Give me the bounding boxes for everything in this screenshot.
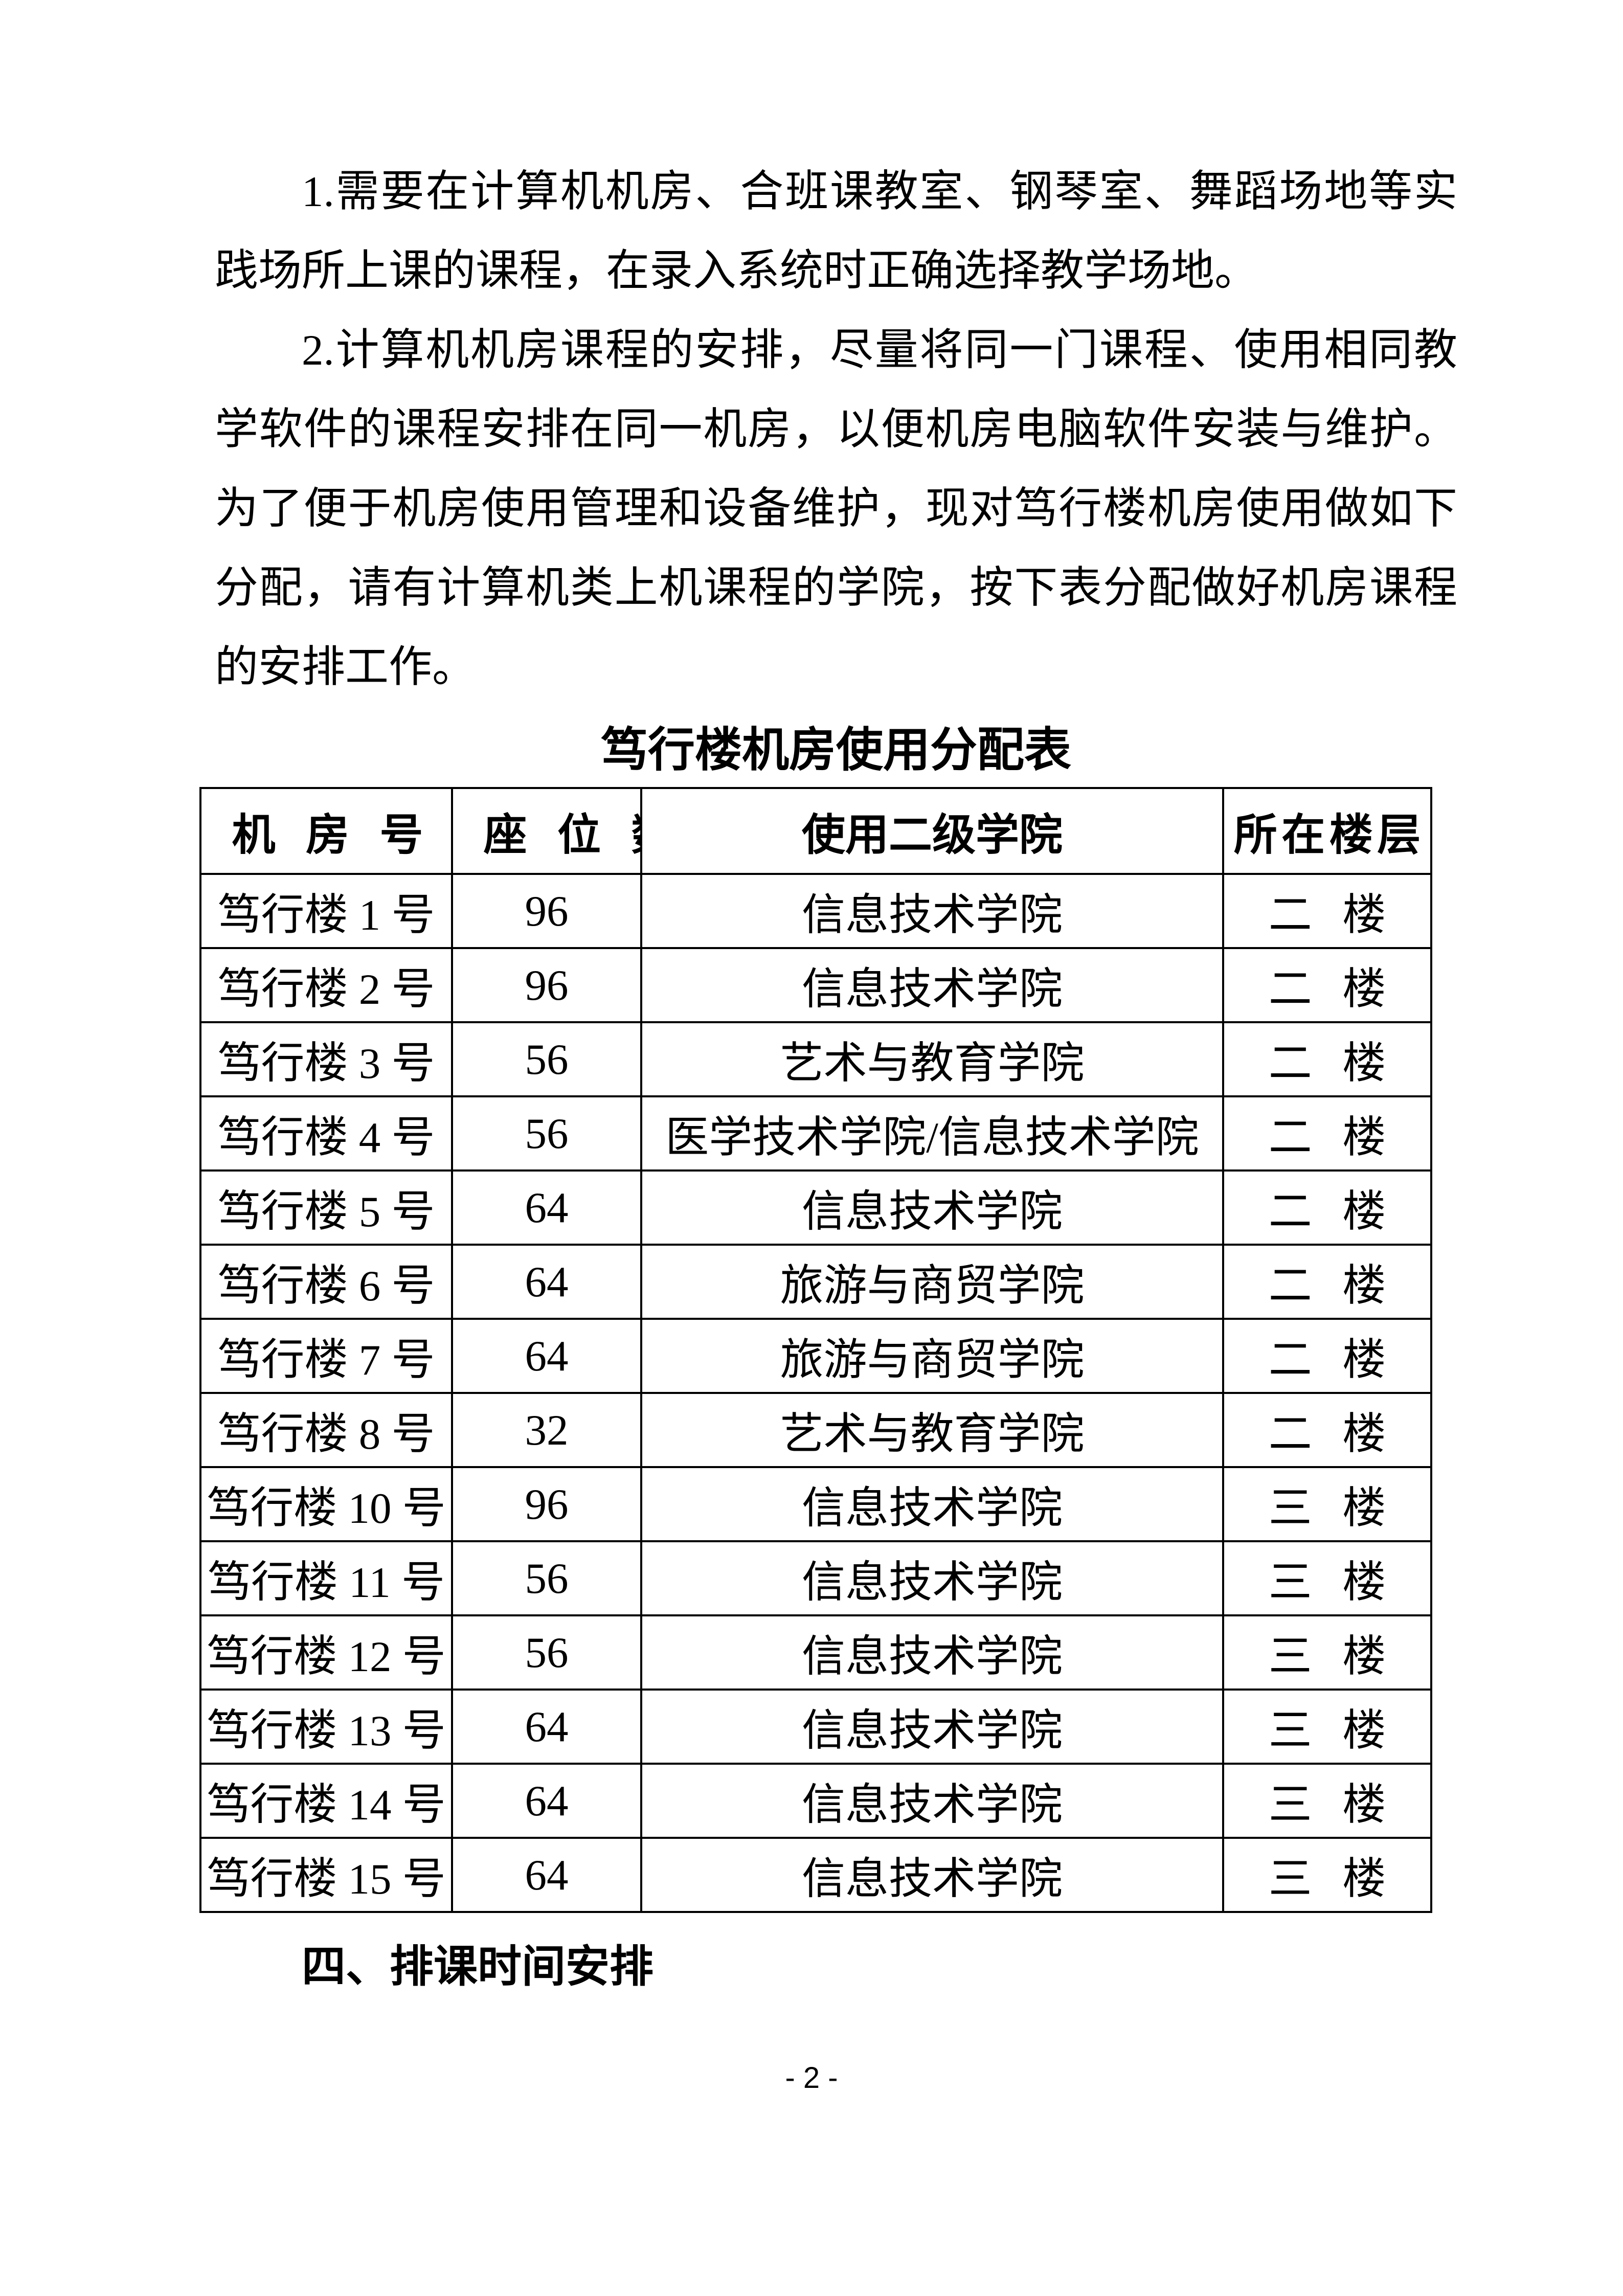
room-number-cell: 笃行楼 5 号 bbox=[199, 1169, 453, 1246]
seat-count-cell: 96 bbox=[451, 1466, 642, 1542]
room-number-cell: 笃行楼 11 号 bbox=[199, 1540, 453, 1616]
seat-count-cell: 32 bbox=[451, 1392, 642, 1468]
floor-cell: 三楼 bbox=[1222, 1763, 1432, 1839]
table-row: 笃行楼 11 号 56 信息技术学院 三楼 bbox=[199, 1540, 1432, 1616]
room-number-cell: 笃行楼 15 号 bbox=[199, 1837, 453, 1913]
floor-cell: 三楼 bbox=[1222, 1466, 1432, 1542]
document-content: 1.需要在计算机机房、合班课教室、钢琴室、舞蹈场地等实践场所上课的课程，在录入系… bbox=[199, 152, 1457, 1995]
college-cell: 信息技术学院 bbox=[640, 1540, 1224, 1616]
table-row: 笃行楼 8 号 32 艺术与教育学院 二楼 bbox=[199, 1392, 1432, 1468]
college-cell: 医学技术学院/信息技术学院 bbox=[640, 1095, 1224, 1172]
floor-cell: 二楼 bbox=[1222, 1169, 1432, 1246]
college-cell: 信息技术学院 bbox=[640, 1169, 1224, 1246]
page-number: - 2 - bbox=[785, 2061, 838, 2095]
table-row: 笃行楼 7 号 64 旅游与商贸学院 二楼 bbox=[199, 1318, 1432, 1394]
room-number-cell: 笃行楼 6 号 bbox=[199, 1244, 453, 1320]
floor-cell: 二楼 bbox=[1222, 1244, 1432, 1320]
floor-cell: 二楼 bbox=[1222, 1095, 1432, 1172]
seat-count-cell: 56 bbox=[451, 1540, 642, 1616]
seat-count-cell: 96 bbox=[451, 947, 642, 1023]
seat-count-cell: 64 bbox=[451, 1689, 642, 1765]
table-header-row: 机房号 座位数 使用二级学院 所在楼层 bbox=[199, 787, 1432, 875]
table-row: 笃行楼 4 号 56 医学技术学院/信息技术学院 二楼 bbox=[199, 1095, 1432, 1172]
college-cell: 艺术与教育学院 bbox=[640, 1021, 1224, 1097]
floor-cell: 三楼 bbox=[1222, 1837, 1432, 1913]
room-number-cell: 笃行楼 4 号 bbox=[199, 1095, 453, 1172]
room-number-cell: 笃行楼 14 号 bbox=[199, 1763, 453, 1839]
college-cell: 旅游与商贸学院 bbox=[640, 1244, 1224, 1320]
seat-count-cell: 64 bbox=[451, 1244, 642, 1320]
table-row: 笃行楼 5 号 64 信息技术学院 二楼 bbox=[199, 1169, 1432, 1246]
floor-cell: 三楼 bbox=[1222, 1689, 1432, 1765]
room-number-cell: 笃行楼 3 号 bbox=[199, 1021, 453, 1097]
paragraph-practice-venues: 1.需要在计算机机房、合班课教室、钢琴室、舞蹈场地等实践场所上课的课程，在录入系… bbox=[215, 168, 1457, 295]
seat-count-cell: 64 bbox=[451, 1763, 642, 1839]
column-header-floor: 所在楼层 bbox=[1222, 787, 1432, 875]
seat-count-cell: 56 bbox=[451, 1095, 642, 1172]
table-row: 笃行楼 6 号 64 旅游与商贸学院 二楼 bbox=[199, 1244, 1432, 1320]
table-row: 笃行楼 13 号 64 信息技术学院 三楼 bbox=[199, 1689, 1432, 1765]
room-number-cell: 笃行楼 7 号 bbox=[199, 1318, 453, 1394]
table-row: 笃行楼 1 号 96 信息技术学院 二楼 bbox=[199, 873, 1432, 949]
seat-count-cell: 56 bbox=[451, 1614, 642, 1691]
college-cell: 信息技术学院 bbox=[640, 1466, 1224, 1542]
seat-count-cell: 64 bbox=[451, 1318, 642, 1394]
room-number-cell: 笃行楼 2 号 bbox=[199, 947, 453, 1023]
table-header: 机房号 座位数 使用二级学院 所在楼层 bbox=[199, 787, 1432, 875]
college-cell: 信息技术学院 bbox=[640, 947, 1224, 1023]
college-cell: 旅游与商贸学院 bbox=[640, 1318, 1224, 1394]
column-header-room-number: 机房号 bbox=[199, 787, 453, 875]
seat-count-cell: 64 bbox=[451, 1169, 642, 1246]
floor-cell: 二楼 bbox=[1222, 947, 1432, 1023]
seat-count-cell: 56 bbox=[451, 1021, 642, 1097]
room-number-cell: 笃行楼 10 号 bbox=[199, 1466, 453, 1542]
floor-cell: 二楼 bbox=[1222, 1021, 1432, 1097]
floor-cell: 二楼 bbox=[1222, 1392, 1432, 1468]
college-cell: 信息技术学院 bbox=[640, 1614, 1224, 1691]
table-row: 笃行楼 3 号 56 艺术与教育学院 二楼 bbox=[199, 1021, 1432, 1097]
column-header-seat-count: 座位数 bbox=[451, 787, 642, 875]
floor-cell: 二楼 bbox=[1222, 1318, 1432, 1394]
column-header-college: 使用二级学院 bbox=[640, 787, 1224, 875]
college-cell: 信息技术学院 bbox=[640, 1689, 1224, 1765]
table-row: 笃行楼 14 号 64 信息技术学院 三楼 bbox=[199, 1763, 1432, 1839]
college-cell: 艺术与教育学院 bbox=[640, 1392, 1224, 1468]
seat-count-cell: 96 bbox=[451, 873, 642, 949]
room-number-cell: 笃行楼 13 号 bbox=[199, 1689, 453, 1765]
floor-cell: 二楼 bbox=[1222, 873, 1432, 949]
room-allocation-table: 机房号 座位数 使用二级学院 所在楼层 笃行楼 1 号96信息技术学院二楼笃行楼… bbox=[199, 787, 1432, 1913]
seat-count-cell: 64 bbox=[451, 1837, 642, 1913]
room-number-cell: 笃行楼 1 号 bbox=[199, 873, 453, 949]
section-heading-schedule-time: 四、排课时间安排 bbox=[302, 1942, 653, 1991]
floor-cell: 三楼 bbox=[1222, 1614, 1432, 1691]
room-number-cell: 笃行楼 12 号 bbox=[199, 1614, 453, 1691]
college-cell: 信息技术学院 bbox=[640, 1763, 1224, 1839]
table-body: 笃行楼 1 号 96 信息技术学院 二楼 笃行楼 2 号 96 信息技术学院 二楼 笃行楼 3 … bbox=[199, 873, 1432, 1913]
table-row: 笃行楼 12 号 56 信息技术学院 三楼 bbox=[199, 1614, 1432, 1691]
floor-cell: 三楼 bbox=[1222, 1540, 1432, 1616]
paragraph-computer-room-arrangement: 2.计算机机房课程的安排，尽量将同一门课程、使用相同教学软件的课程安排在同一机房… bbox=[215, 326, 1457, 691]
table-row: 笃行楼 10 号 96 信息技术学院 三楼 bbox=[199, 1466, 1432, 1542]
table-title: 笃行楼机房使用分配表 bbox=[600, 724, 1071, 776]
college-cell: 信息技术学院 bbox=[640, 873, 1224, 949]
table-row: 笃行楼 2 号 96 信息技术学院 二楼 bbox=[199, 947, 1432, 1023]
college-cell: 信息技术学院 bbox=[640, 1837, 1224, 1913]
room-number-cell: 笃行楼 8 号 bbox=[199, 1392, 453, 1468]
table-row: 笃行楼 15 号 64 信息技术学院 三楼 bbox=[199, 1837, 1432, 1913]
